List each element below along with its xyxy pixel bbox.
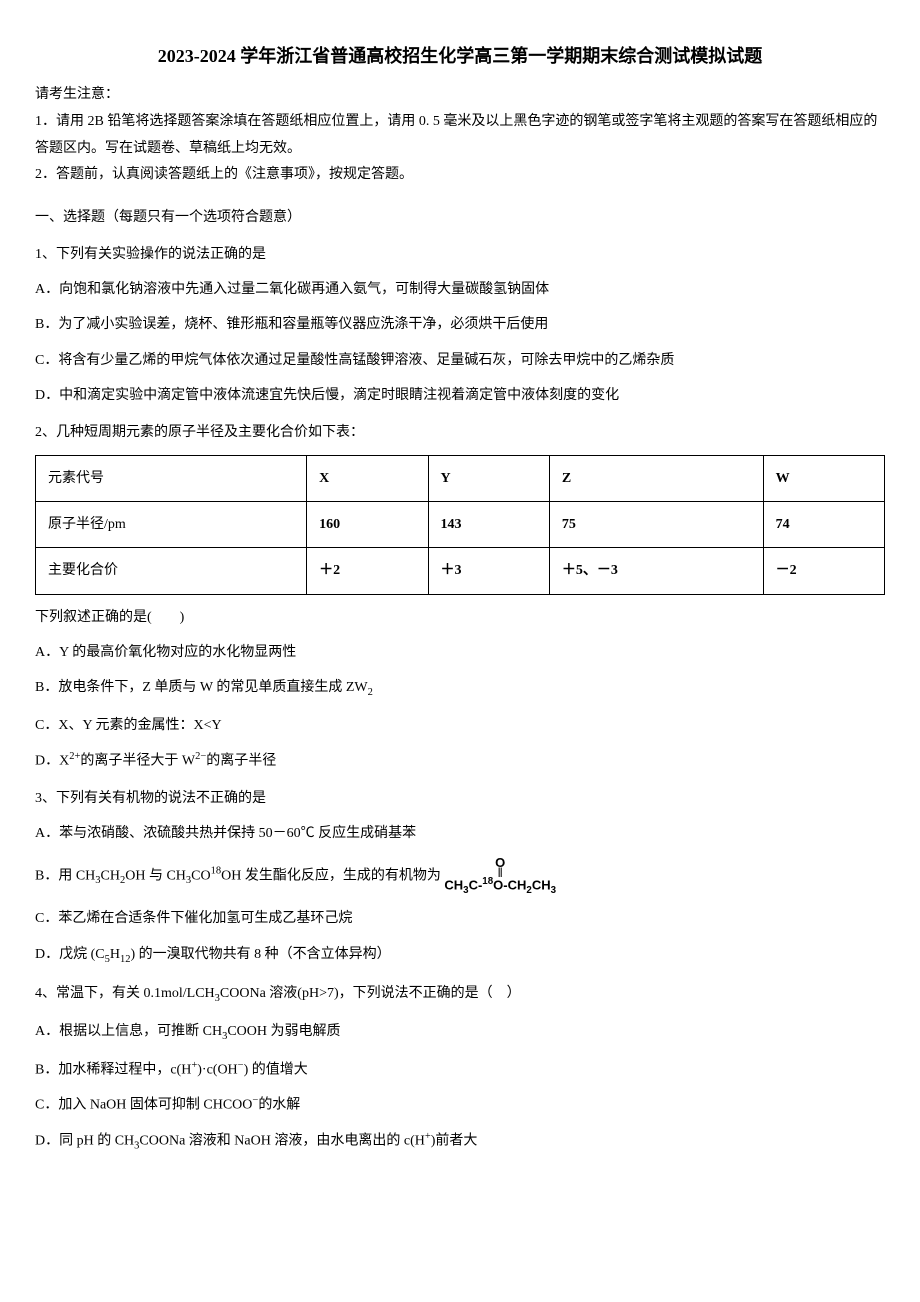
q3-b-t3: CO: [191, 868, 210, 883]
q3-option-a: A．苯与浓硝酸、浓硫酸共热并保持 50－60℃ 反应生成硝基苯: [35, 821, 885, 846]
cell-radius-z: 75: [549, 502, 763, 548]
q4-d-mid: COONa 溶液和 NaOH 溶液，由水电离出的 c(H: [139, 1134, 424, 1149]
fb3: O-CH: [493, 877, 526, 892]
notice-item-1: 1．请用 2B 铅笔将选择题答案涂填在答题纸相应位置上，请用 0. 5 毫米及以…: [35, 109, 885, 162]
fb2: C-: [469, 877, 483, 892]
fb1: CH: [444, 877, 463, 892]
q2-table: 元素代号 X Y Z W 原子半径/pm 160 143 75 74 主要化合价…: [35, 455, 885, 595]
cell-valence-label: 主要化合价: [36, 548, 307, 594]
q4-d-suffix: )前者大: [431, 1134, 478, 1149]
q3-d-suffix: ) 的一溴取代物共有 8 种（不含立体异构）: [131, 947, 391, 962]
cell-valence-x: ＋2: [307, 548, 428, 594]
q2-b-text: B．放电条件下，Z 单质与 W 的常见单质直接生成 ZW: [35, 680, 368, 695]
q3-stem: 3、下列有关有机物的说法不正确的是: [35, 786, 885, 811]
q1-option-a: A．向饱和氯化钠溶液中先通入过量二氧化碳再通入氨气，可制得大量碳酸氢钠固体: [35, 277, 885, 302]
q4-a-prefix: A．根据以上信息，可推断 CH: [35, 1024, 222, 1039]
table-row: 主要化合价 ＋2 ＋3 ＋5、－3 －2: [36, 548, 885, 594]
q1-stem: 1、下列有关实验操作的说法正确的是: [35, 242, 885, 267]
cell-x: X: [307, 456, 428, 502]
q4-stem-suffix: COONa 溶液(pH>7)，下列说法不正确的是（ ）: [220, 986, 521, 1001]
q2-option-a: A．Y 的最高价氧化物对应的水化物显两性: [35, 640, 885, 665]
q3-b-structural-formula: O ‖ CH3C-18O-CH2CH3: [444, 856, 556, 896]
q3-b-sup1: 18: [211, 866, 222, 877]
cell-header-element: 元素代号: [36, 456, 307, 502]
q4-c-suffix: 的水解: [258, 1098, 300, 1113]
q2-stem: 2、几种短周期元素的原子半径及主要化合价如下表：: [35, 420, 885, 445]
q2-option-c: C．X、Y 元素的金属性：X<Y: [35, 713, 885, 738]
q3-b-t1: CH: [101, 868, 120, 883]
formula-bottom: CH3C-18O-CH2CH3: [444, 877, 556, 897]
q3-b-t4: OH 发生酯化反应，生成的有机物为: [221, 868, 441, 883]
q2-option-d: D．X2+的离子半径大于 W2−的离子半径: [35, 748, 885, 774]
cell-radius-x: 160: [307, 502, 428, 548]
cell-radius-label: 原子半径/pm: [36, 502, 307, 548]
q3-option-c: C．苯乙烯在合适条件下催化加氢可生成乙基环己烷: [35, 906, 885, 931]
fb4: CH: [532, 877, 551, 892]
q4-stem-prefix: 4、常温下，有关 0.1mol/LCH: [35, 986, 215, 1001]
q4-option-b: B．加水稀释过程中，c(H+)·c(OH−) 的值增大: [35, 1057, 885, 1083]
q2-d-prefix: D．X: [35, 754, 69, 769]
q1-option-c: C．将含有少量乙烯的甲烷气体依次通过足量酸性高锰酸钾溶液、足量碱石灰，可除去甲烷…: [35, 348, 885, 373]
q3-option-b: B．用 CH3CH2OH 与 CH3CO18OH 发生酯化反应，生成的有机物为 …: [35, 856, 885, 896]
notice-item-2: 2．答题前，认真阅读答题纸上的《注意事项》，按规定答题。: [35, 162, 885, 189]
q2-d-sup2: 2−: [195, 751, 206, 762]
q4-d-prefix: D．同 pH 的 CH: [35, 1134, 134, 1149]
table-row: 元素代号 X Y Z W: [36, 456, 885, 502]
cell-w: W: [763, 456, 884, 502]
q1-option-b: B．为了减小实验误差，烧杯、锥形瓶和容量瓶等仪器应洗涤干净，必须烘干后使用: [35, 312, 885, 337]
q3-d-mid: H: [110, 947, 120, 962]
q4-a-suffix: COOH 为弱电解质: [227, 1024, 340, 1039]
cell-z: Z: [549, 456, 763, 502]
cell-radius-w: 74: [763, 502, 884, 548]
q2-option-b: B．放电条件下，Z 单质与 W 的常见单质直接生成 ZW2: [35, 675, 885, 703]
section-1-heading: 一、选择题（每题只有一个选项符合题意）: [35, 205, 885, 230]
cell-y: Y: [428, 456, 549, 502]
q3-d-s2: 12: [120, 953, 131, 964]
q2-d-mid: 的离子半径大于 W: [80, 754, 195, 769]
q4-b-prefix: B．加水稀释过程中，c(H: [35, 1062, 191, 1077]
cell-valence-z: ＋5、－3: [549, 548, 763, 594]
q3-d-prefix: D．戊烷 (C: [35, 947, 105, 962]
q4-option-a: A．根据以上信息，可推断 CH3COOH 为弱电解质: [35, 1019, 885, 1047]
q2-d-suffix: 的离子半径: [206, 754, 276, 769]
q2-b-sub: 2: [368, 687, 373, 698]
q1-option-d: D．中和滴定实验中滴定管中液体流速宜先快后慢，滴定时眼睛注视着滴定管中液体刻度的…: [35, 383, 885, 408]
cell-valence-w: －2: [763, 548, 884, 594]
q4-c-prefix: C．加入 NaOH 固体可抑制 CHCOO: [35, 1098, 252, 1113]
q2-follow: 下列叙述正确的是( ): [35, 605, 885, 630]
cell-valence-y: ＋3: [428, 548, 549, 594]
table-row: 原子半径/pm 160 143 75 74: [36, 502, 885, 548]
notice-block: 请考生注意： 1．请用 2B 铅笔将选择题答案涂填在答题纸相应位置上，请用 0.…: [35, 82, 885, 188]
fbsup: 18: [482, 876, 493, 887]
notice-header: 请考生注意：: [35, 82, 885, 109]
q3-b-p: B．用 CH: [35, 868, 95, 883]
q3-option-d: D．戊烷 (C5H12) 的一溴取代物共有 8 种（不含立体异构）: [35, 942, 885, 970]
q2-d-sup1: 2+: [69, 751, 80, 762]
q3-b-t2: OH 与 CH: [125, 868, 186, 883]
exam-title: 2023-2024 学年浙江省普通高校招生化学高三第一学期期末综合测试模拟试题: [35, 40, 885, 72]
cell-radius-y: 143: [428, 502, 549, 548]
q4-stem: 4、常温下，有关 0.1mol/LCH3COONa 溶液(pH>7)，下列说法不…: [35, 981, 885, 1009]
fbs3: 3: [551, 885, 556, 896]
q4-option-c: C．加入 NaOH 固体可抑制 CHCOO−的水解: [35, 1092, 885, 1118]
q4-b-mid: )·c(OH: [197, 1062, 237, 1077]
q4-b-suffix: ) 的值增大: [244, 1062, 308, 1077]
q4-option-d: D．同 pH 的 CH3COONa 溶液和 NaOH 溶液，由水电离出的 c(H…: [35, 1128, 885, 1156]
